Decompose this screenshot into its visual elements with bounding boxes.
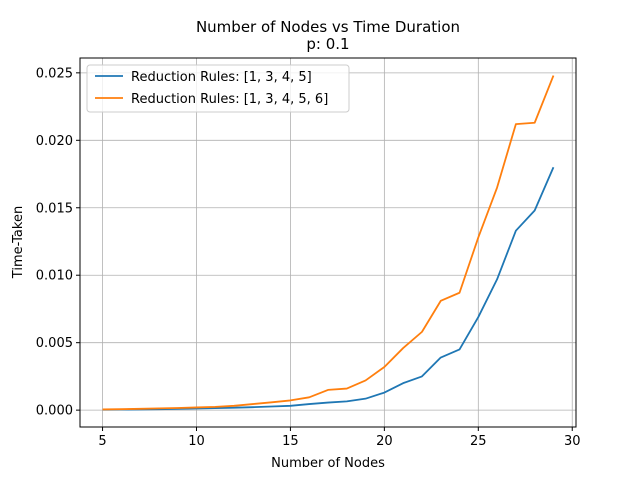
y-axis-ticks: 0.000 0.005 0.010 0.015 0.020 0.025	[36, 66, 80, 419]
series-line-2	[102, 75, 555, 411]
x-tick-label: 15	[282, 434, 299, 449]
x-axis-label: Number of Nodes	[271, 456, 385, 471]
legend: Reduction Rules: [1, 3, 4, 5] Reduction …	[86, 64, 350, 113]
x-tick-label: 30	[564, 434, 581, 449]
x-tick-label: 20	[376, 434, 393, 449]
y-axis-label: Time-Taken	[11, 206, 26, 279]
legend-box	[86, 64, 350, 113]
x-tick-label: 10	[188, 434, 205, 449]
y-tick-label: 0.025	[36, 66, 73, 81]
x-tick-label: 5	[98, 434, 106, 449]
legend-label-series-2: Reduction Rules: [1, 3, 4, 5, 6]	[131, 92, 328, 107]
y-tick-label: 0.010	[36, 269, 73, 284]
series-lines	[102, 75, 555, 411]
y-tick-label: 0.015	[36, 201, 73, 216]
x-axis-ticks: 5 10 15 20 25 30	[98, 427, 581, 449]
x-tick-label: 25	[470, 434, 487, 449]
y-tick-label: 0.005	[36, 336, 73, 351]
chart-title: Number of Nodes vs Time Duration	[196, 18, 460, 36]
y-tick-label: 0.000	[36, 404, 73, 419]
grid-lines	[80, 58, 576, 427]
plot-frame	[79, 57, 577, 428]
legend-label-series-1: Reduction Rules: [1, 3, 4, 5]	[131, 70, 312, 85]
chart-subtitle: p: 0.1	[306, 35, 349, 53]
y-tick-label: 0.020	[36, 134, 73, 149]
